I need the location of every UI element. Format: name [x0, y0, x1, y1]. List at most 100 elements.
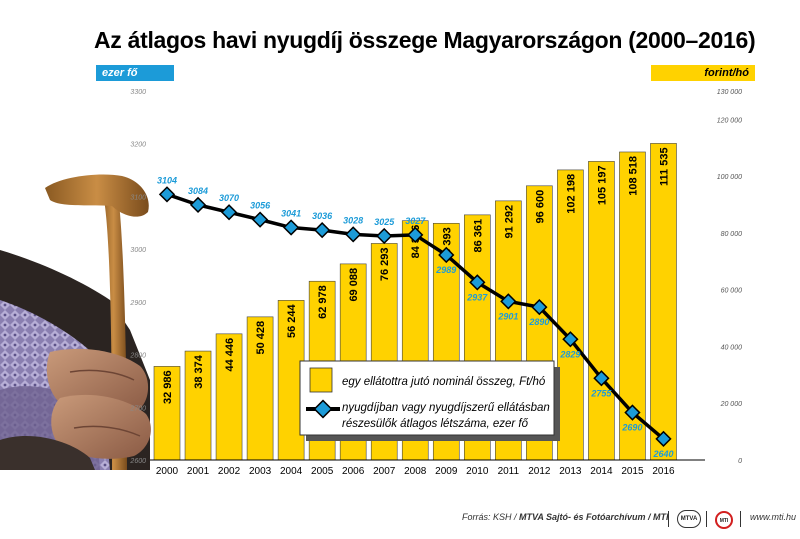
- line-point-label: 3027: [405, 216, 426, 226]
- footer-source: Forrás: KSH / MTVA Sajtó- és Fotóarchívu…: [462, 512, 669, 522]
- bar: [650, 143, 677, 461]
- footer-separator: [740, 511, 741, 527]
- line-point-marker: [655, 430, 672, 448]
- line-point-marker: [438, 246, 455, 264]
- line-point-marker: [531, 298, 548, 316]
- line-point-label: 3028: [343, 215, 363, 225]
- bar-value-label: 111 535: [658, 147, 670, 186]
- right-axis-unit: forint/hó: [651, 65, 755, 81]
- x-axis-tick-label: 2014: [590, 466, 613, 477]
- line-point-marker: [407, 226, 424, 244]
- line-point-marker: [314, 222, 331, 239]
- x-axis-tick-label: 2011: [498, 466, 520, 477]
- line-point-label: 3084: [188, 186, 208, 196]
- x-axis-tick-label: 2008: [404, 466, 427, 477]
- bar: [215, 333, 243, 461]
- left-axis-tick-label: 2700: [129, 405, 146, 412]
- x-axis-tick-label: 2001: [187, 466, 210, 477]
- photo-elderly-hands-cane: [0, 174, 151, 470]
- bar-value-label: 69 088: [348, 268, 360, 302]
- mtva-logo-icon: MTVA: [677, 510, 701, 528]
- right-axis-tick-label: 20 000: [720, 401, 743, 408]
- right-axis-tick-label: 0: [738, 458, 742, 465]
- x-axis-tick-label: 2015: [621, 466, 644, 477]
- bar-value-label: 76 293: [379, 247, 391, 281]
- bar-value-label: 38 374: [193, 354, 205, 389]
- x-axis-tick-label: 2003: [249, 466, 272, 477]
- x-axis-tick-label: 2006: [342, 466, 365, 477]
- line-point-label: 2640: [652, 449, 673, 459]
- line-point-label: 3025: [374, 217, 395, 227]
- footer-separator: [706, 511, 707, 527]
- line-point-label: 3036: [312, 211, 333, 221]
- right-axis-ticks: 130 000 120 000 100 000 80 000 60 000 40 000 2…: [717, 89, 742, 465]
- footer-url[interactable]: www.mti.hu: [750, 512, 797, 522]
- x-axis-tick-label: 2010: [466, 466, 489, 477]
- legend-line-marker: [313, 399, 333, 419]
- right-axis-tick-label: 40 000: [721, 344, 743, 351]
- left-axis-tick-label: 3200: [130, 142, 146, 149]
- x-axis-tick-label: 2005: [311, 466, 334, 477]
- line-point-label: 2937: [466, 292, 488, 302]
- legend-bar-swatch: [309, 367, 333, 393]
- line-point-marker: [251, 211, 269, 228]
- left-axis-tick-label: 2800: [129, 353, 146, 360]
- line-point-label: 2989: [435, 265, 456, 275]
- bar-value-label: 105 197: [596, 165, 608, 205]
- line-point-marker: [469, 274, 486, 291]
- line-point-label: 3104: [157, 175, 177, 185]
- line-point-label: 2829: [559, 349, 580, 359]
- line-point-label: 3041: [281, 209, 301, 219]
- footer-source-prefix: Forrás: KSH /: [462, 512, 520, 522]
- bar: [246, 316, 274, 461]
- line-point-label: 2890: [528, 317, 549, 327]
- bar-value-label: 62 978: [317, 285, 329, 319]
- line-point-marker: [624, 404, 641, 421]
- x-axis-tick-label: 2012: [528, 466, 551, 477]
- line-point-marker: [158, 186, 176, 203]
- line-point-marker: [282, 219, 300, 236]
- mtva-logo-text: MTVA: [680, 516, 698, 522]
- line-point-label: 2901: [497, 311, 518, 321]
- bar-value-label: 56 244: [286, 303, 298, 338]
- line-point-marker: [345, 226, 362, 243]
- left-axis-tick-label: 3100: [130, 194, 146, 201]
- line-point-marker: [500, 293, 517, 310]
- line-point-label: 2690: [621, 423, 642, 433]
- line-point-marker: [562, 331, 579, 348]
- right-axis-tick-label: 100 000: [717, 174, 742, 181]
- chart-title: Az átlagos havi nyugdíj összege Magyaror…: [94, 27, 756, 53]
- line-series: 3104 3084 3070 3056 3041 3036 3028 3025 3027 2989…: [157, 175, 674, 459]
- x-axis-tick-label: 2016: [652, 466, 675, 477]
- x-axis-tick-label: 2007: [373, 466, 396, 477]
- line-point-label: 3056: [250, 201, 271, 211]
- mti-logo-text: MTI: [720, 518, 729, 524]
- line-point-label: 3070: [219, 193, 239, 203]
- left-axis-unit: ezer fő: [96, 65, 174, 81]
- right-axis-tick-label: 60 000: [721, 288, 743, 295]
- bar-value-label: 50 428: [255, 321, 267, 355]
- bar: [557, 169, 584, 461]
- bar-value-label: 102 198: [565, 174, 577, 214]
- bar: [184, 350, 212, 461]
- left-axis-tick-label: 2900: [129, 300, 146, 307]
- left-axis-ticks: 3300 3200 3100 3000 2900 2800 2700 2600: [129, 89, 146, 465]
- x-axis-tick-label: 2000: [156, 466, 179, 477]
- x-axis-tick-label: 2002: [218, 466, 241, 477]
- right-axis-tick-label: 120 000: [717, 117, 742, 124]
- left-axis-tick-label: 3000: [130, 247, 146, 254]
- line-point-marker: [189, 196, 207, 213]
- line-point-marker: [220, 204, 238, 221]
- legend: egy ellátottra jutó nominál összeg, Ft/h…: [299, 360, 560, 441]
- legend-box: [299, 360, 555, 436]
- line-point-marker: [376, 227, 393, 245]
- left-axis-tick-label: 3300: [130, 89, 146, 96]
- right-axis-tick-label: 130 000: [717, 89, 742, 96]
- bar-value-label: 91 292: [503, 205, 515, 239]
- right-axis-tick-label: 80 000: [721, 231, 743, 238]
- bar-value-label: 86 361: [472, 219, 484, 253]
- x-axis-ticks: 2000 2001 2002 2003 2004 2005 2006 2007 2008 2009…: [156, 466, 675, 477]
- bar-value-label: 44 446: [224, 338, 236, 372]
